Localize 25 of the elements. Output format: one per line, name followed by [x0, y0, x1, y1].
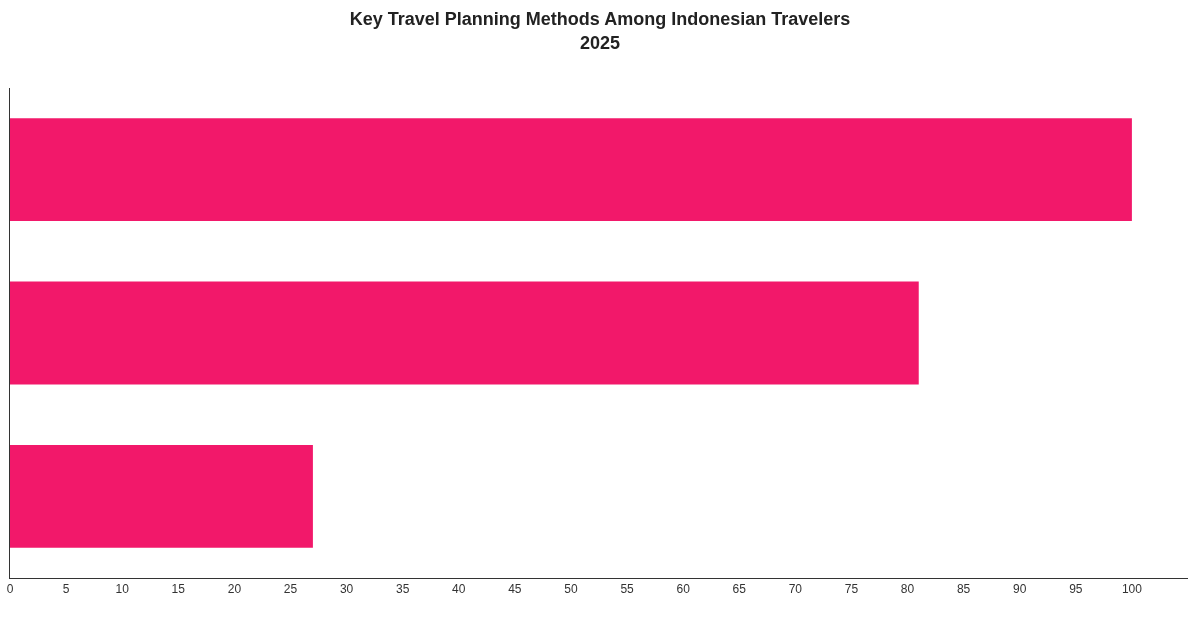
x-tick-label: 70: [788, 582, 803, 597]
x-tick-label: 15: [171, 582, 186, 597]
x-tick-label: 100: [1121, 582, 1143, 597]
x-tick-label: 40: [452, 582, 466, 597]
x-tick-label: 10: [115, 582, 130, 597]
x-tick-label: 45: [508, 582, 522, 597]
x-tick-label: 65: [732, 582, 747, 597]
x-tick-label: 75: [844, 582, 859, 597]
bar: [10, 444, 313, 548]
x-tick-label: 90: [1013, 582, 1027, 597]
x-tick-label: 85: [956, 582, 971, 597]
x-tick-label: 50: [564, 582, 578, 597]
x-tick-label: 25: [283, 582, 298, 597]
x-tick-label: 35: [395, 582, 410, 597]
x-tick-label: 60: [676, 582, 691, 597]
x-tick-label: 5: [62, 582, 70, 597]
x-tick-label: 55: [620, 582, 635, 597]
bar: [10, 281, 919, 385]
x-tick-label: 80: [900, 582, 915, 597]
x-tick-label: 95: [1069, 582, 1083, 597]
x-tick-label: 30: [339, 582, 354, 597]
chart-title: Key Travel Planning Methods Among Indonesian Travelers 2025: [349, 9, 851, 53]
x-tick-label: 0: [6, 582, 14, 597]
x-tick-label: 20: [227, 582, 242, 597]
bar: [10, 118, 1132, 222]
